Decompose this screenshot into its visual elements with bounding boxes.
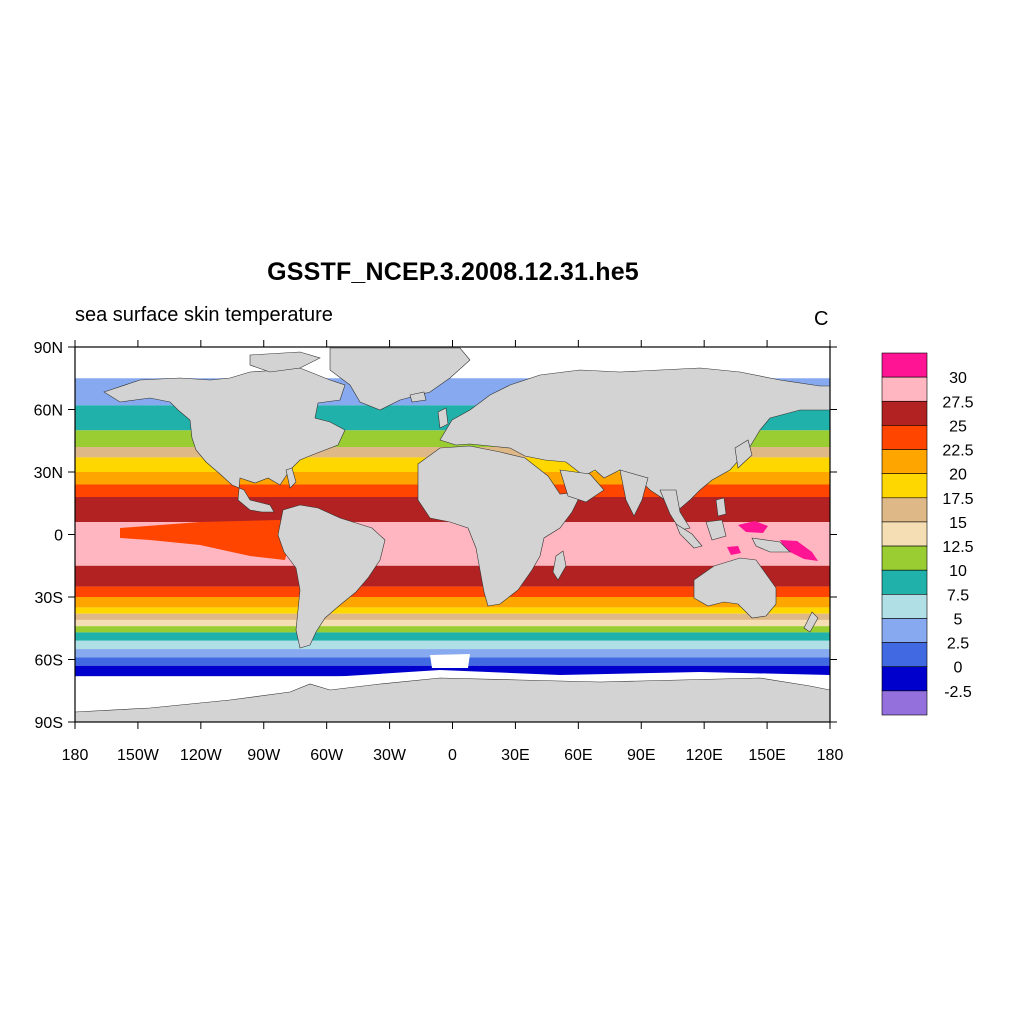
colorbar-box [881, 618, 928, 643]
colorbar-label: 7.5 [947, 587, 969, 604]
sst-band [75, 586, 830, 597]
equatorial-cold-tongue [120, 520, 290, 560]
colorbar-box [881, 690, 928, 716]
map-axes: 180 150W 120W 90W 60W 30W 0 30E 60E 90E 120E 150E 18… [34, 340, 844, 764]
sst-band [75, 613, 830, 620]
india [619, 469, 649, 517]
lat-tick-label: 60N [34, 403, 63, 420]
sst-band [75, 632, 830, 641]
colorbar-box [881, 473, 928, 499]
sumatra [675, 523, 703, 549]
sea-ice-missing [430, 654, 470, 668]
colorbar-label: 20 [949, 467, 967, 484]
warm-pool-patch [727, 546, 741, 555]
south-america [277, 504, 386, 649]
lon-tick-label: 0 [448, 747, 457, 764]
lat-tick-label: 0 [54, 528, 63, 545]
lon-tick-label: 30W [373, 747, 407, 764]
arctic-islands [249, 351, 321, 373]
colorbar-label: 0 [954, 660, 963, 677]
australia [693, 557, 777, 619]
colorbar: 30 27.5 25 22.5 20 17.5 15 12.5 10 7.5 5 2.5 0 -2.5 [881, 352, 974, 716]
map-area [75, 347, 830, 722]
colorbar-box [881, 497, 928, 523]
colorbar-label: 15 [949, 515, 967, 532]
madagascar [552, 550, 567, 581]
lon-tick-label: 180 [62, 747, 89, 764]
colorbar-box [881, 521, 928, 547]
new-zealand [803, 611, 819, 633]
lat-tick-label: 30S [35, 590, 63, 607]
japan [734, 439, 753, 469]
colorbar-label: 30 [949, 370, 967, 387]
sst-band [75, 565, 830, 587]
borneo [705, 519, 727, 541]
lat-tick-label: 90N [34, 340, 63, 357]
new-guinea [751, 537, 791, 553]
lat-tick-label: 30N [34, 465, 63, 482]
lon-tick-label: 150W [117, 747, 160, 764]
colorbar-label: 17.5 [942, 491, 973, 508]
colorbar-label: 12.5 [942, 539, 973, 556]
colorbar-box [881, 642, 928, 668]
lon-tick-label: 120W [180, 747, 223, 764]
colorbar-label: 2.5 [947, 636, 969, 653]
colorbar-box [881, 376, 928, 402]
colorbar-label: 27.5 [942, 394, 973, 411]
colorbar-box [881, 425, 928, 450]
lon-tick-label: 180 [817, 747, 844, 764]
colorbar-label: 5 [954, 611, 963, 628]
warm-pool-patch [780, 540, 818, 561]
sst-band [75, 597, 830, 608]
philippines [715, 497, 727, 517]
lon-tick-label: 150E [748, 747, 785, 764]
africa [417, 445, 583, 607]
colorbar-box [881, 545, 928, 571]
lon-tick-label: 90W [247, 747, 281, 764]
colorbar-box [881, 569, 928, 595]
colorbar-box [881, 352, 928, 378]
colorbar-box [881, 449, 928, 474]
plot-title: GSSTF_NCEP.3.2008.12.31.he5 [267, 258, 639, 286]
lat-tick-label: 90S [35, 715, 63, 732]
florida [285, 467, 297, 489]
southeast-asia [659, 489, 691, 531]
warm-pool-patch [738, 521, 768, 533]
lon-tick-label: 60W [310, 747, 344, 764]
sst-band [75, 640, 830, 650]
lon-tick-label: 90E [627, 747, 655, 764]
lat-tick-label: 60S [35, 653, 63, 670]
lon-tick-label: 30E [501, 747, 529, 764]
arabia [559, 469, 605, 503]
sst-band [75, 626, 830, 633]
colorbar-label: 10 [949, 563, 967, 580]
sst-band [75, 619, 830, 627]
antarctica [75, 677, 830, 722]
colorbar-box [881, 594, 928, 619]
colorbar-box [881, 666, 928, 692]
sst-band [75, 649, 830, 658]
eurasia [439, 367, 830, 513]
colorbar-label: 25 [949, 418, 967, 435]
greenland [329, 347, 471, 411]
iceland [409, 391, 427, 403]
units-subtitle: C [814, 308, 829, 330]
colorbar-label: 22.5 [942, 443, 973, 460]
colorbar-label: -2.5 [944, 684, 972, 701]
colorbar-box [881, 400, 928, 426]
lon-tick-label: 60E [564, 747, 592, 764]
british-isles [437, 407, 449, 429]
lon-tick-label: 120E [685, 747, 722, 764]
land [75, 347, 830, 722]
variable-subtitle: sea surface skin temperature [75, 304, 333, 326]
sst-band [75, 607, 830, 614]
